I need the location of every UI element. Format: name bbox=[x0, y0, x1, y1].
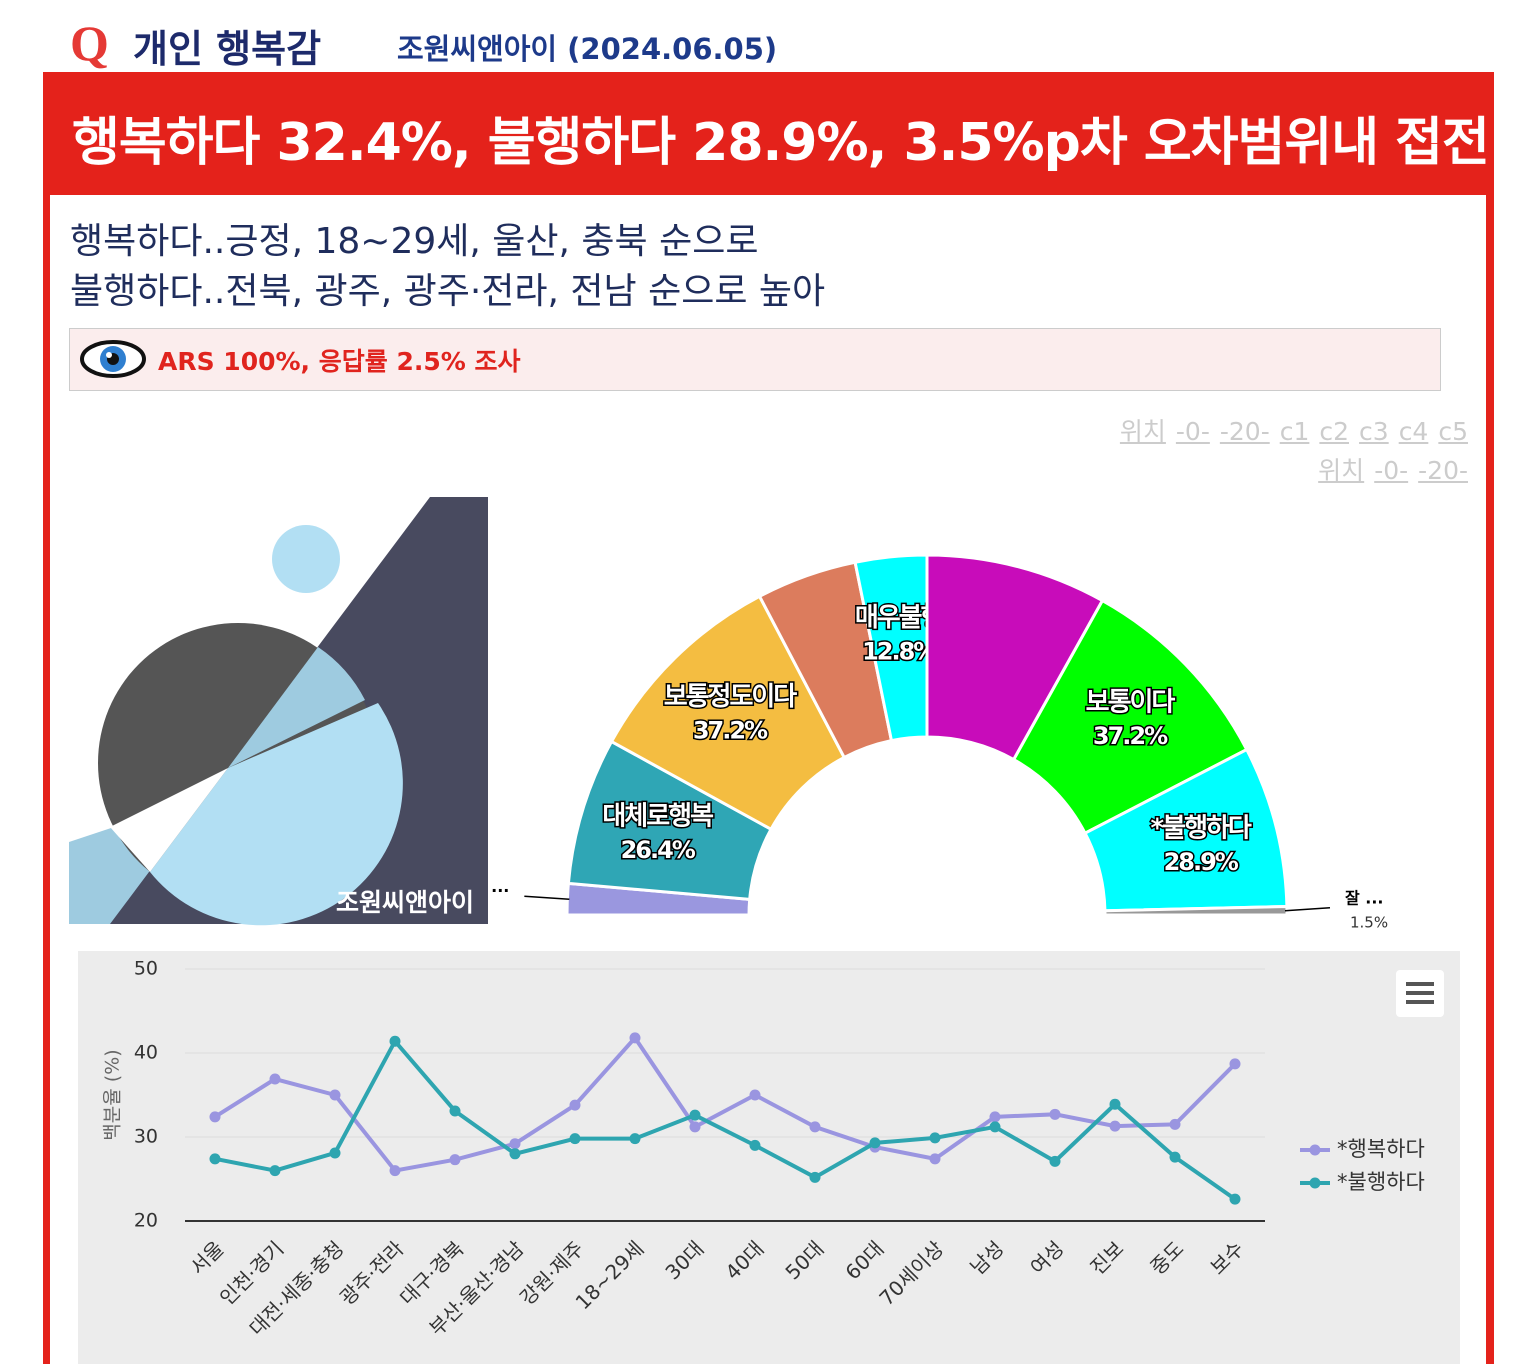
point bbox=[269, 1165, 281, 1177]
point bbox=[569, 1133, 581, 1145]
source: 조원씨앤아이 (2024.06.05) bbox=[397, 32, 778, 66]
value-label: 26.4% bbox=[621, 836, 696, 864]
slice-label: 보통정도이다 bbox=[664, 682, 798, 712]
point bbox=[1229, 1193, 1241, 1205]
note-text: ARS 100%, 응답률 2.5% 조사 bbox=[158, 347, 521, 376]
point bbox=[449, 1154, 461, 1166]
point bbox=[1169, 1151, 1181, 1163]
series-line bbox=[213, 1034, 1237, 1173]
value-label: 28.9% bbox=[1164, 848, 1239, 876]
link[interactable]: -0- bbox=[1374, 456, 1409, 485]
point bbox=[509, 1148, 521, 1160]
point bbox=[749, 1089, 761, 1101]
title: 개인 행복감 bbox=[133, 27, 322, 71]
connector bbox=[524, 895, 570, 901]
line-chart-bg bbox=[78, 951, 1460, 1364]
point bbox=[329, 1089, 341, 1101]
point bbox=[989, 1111, 1001, 1123]
point bbox=[989, 1121, 1001, 1133]
legend-dot bbox=[1309, 1177, 1321, 1189]
point bbox=[449, 1105, 461, 1117]
point bbox=[569, 1099, 581, 1111]
point bbox=[1229, 1058, 1241, 1070]
point bbox=[389, 1035, 401, 1047]
point bbox=[929, 1132, 941, 1144]
link[interactable]: -0- bbox=[1175, 417, 1210, 446]
link-row: 위치 -0- -20- c1 c2 c3 c4 c5 bbox=[1110, 412, 1468, 448]
y-tick-label: 20 bbox=[134, 1210, 158, 1232]
point bbox=[929, 1153, 941, 1165]
slice-label: ... bbox=[491, 877, 509, 896]
headline: 행복하다 32.4%, 불행하다 28.9%, 3.5%p차 오차범위내 접전 bbox=[72, 113, 1490, 173]
legend-dot bbox=[1309, 1144, 1321, 1156]
point bbox=[629, 1133, 641, 1145]
subtitle: 불행하다..전북, 광주, 광주·전라, 전남 순으로 높아 bbox=[70, 271, 826, 312]
link[interactable]: c5 bbox=[1438, 417, 1468, 446]
q-mark: Q bbox=[70, 15, 109, 71]
y-tick-label: 50 bbox=[134, 958, 158, 980]
connector bbox=[1284, 907, 1331, 912]
point bbox=[329, 1147, 341, 1159]
legend-label: *행복하다 bbox=[1337, 1137, 1425, 1161]
eye-icon bbox=[80, 340, 146, 378]
y-axis-title: 백분율 (%) bbox=[102, 1049, 124, 1140]
point bbox=[689, 1121, 701, 1133]
point bbox=[749, 1139, 761, 1151]
subtitle: 행복하다..긍정, 18~29세, 울산, 충북 순으로 bbox=[70, 221, 759, 262]
point bbox=[1109, 1098, 1121, 1110]
link[interactable]: c2 bbox=[1319, 417, 1350, 446]
point bbox=[1049, 1108, 1061, 1120]
note-box: ARS 100%, 응답률 2.5% 조사 bbox=[69, 328, 1441, 391]
menu-button[interactable] bbox=[1396, 970, 1444, 1017]
point bbox=[1169, 1118, 1181, 1130]
point bbox=[809, 1171, 821, 1183]
point bbox=[1049, 1155, 1061, 1167]
value-label: 1.5% bbox=[1350, 913, 1388, 931]
slice-label: 대체로행복 bbox=[602, 801, 713, 831]
point bbox=[809, 1121, 821, 1133]
point bbox=[509, 1138, 521, 1150]
point bbox=[689, 1109, 701, 1121]
value-label: 37.2% bbox=[693, 717, 768, 745]
link-row: 위치 -0- -20- bbox=[1308, 451, 1468, 487]
point bbox=[209, 1153, 221, 1165]
point bbox=[209, 1111, 221, 1123]
slice-label: 보통이다 bbox=[1086, 687, 1176, 717]
y-tick-label: 30 bbox=[134, 1126, 158, 1148]
link[interactable]: -20- bbox=[1219, 417, 1270, 446]
point bbox=[389, 1165, 401, 1177]
y-tick-label: 40 bbox=[134, 1042, 158, 1064]
slice-label: *불행하다 bbox=[1151, 814, 1252, 844]
point bbox=[269, 1073, 281, 1085]
point bbox=[629, 1032, 641, 1044]
slice-label: 잘 ... bbox=[1345, 888, 1384, 907]
logo-text: 조원씨앤아이 bbox=[336, 888, 474, 917]
link[interactable]: c3 bbox=[1359, 417, 1389, 446]
value-label: 37.2% bbox=[1093, 722, 1168, 750]
link[interactable]: c4 bbox=[1398, 417, 1429, 446]
link[interactable]: 위치 bbox=[1119, 417, 1166, 446]
slice bbox=[1103, 904, 1289, 917]
link[interactable]: 위치 bbox=[1318, 456, 1365, 485]
link[interactable]: -20- bbox=[1418, 456, 1468, 485]
point bbox=[869, 1137, 881, 1149]
link[interactable]: c1 bbox=[1279, 417, 1310, 446]
point bbox=[1109, 1120, 1121, 1132]
logo: 조원씨앤아이 bbox=[69, 497, 488, 926]
series-line bbox=[214, 1037, 1237, 1201]
legend-label: *불행하다 bbox=[1337, 1170, 1425, 1194]
